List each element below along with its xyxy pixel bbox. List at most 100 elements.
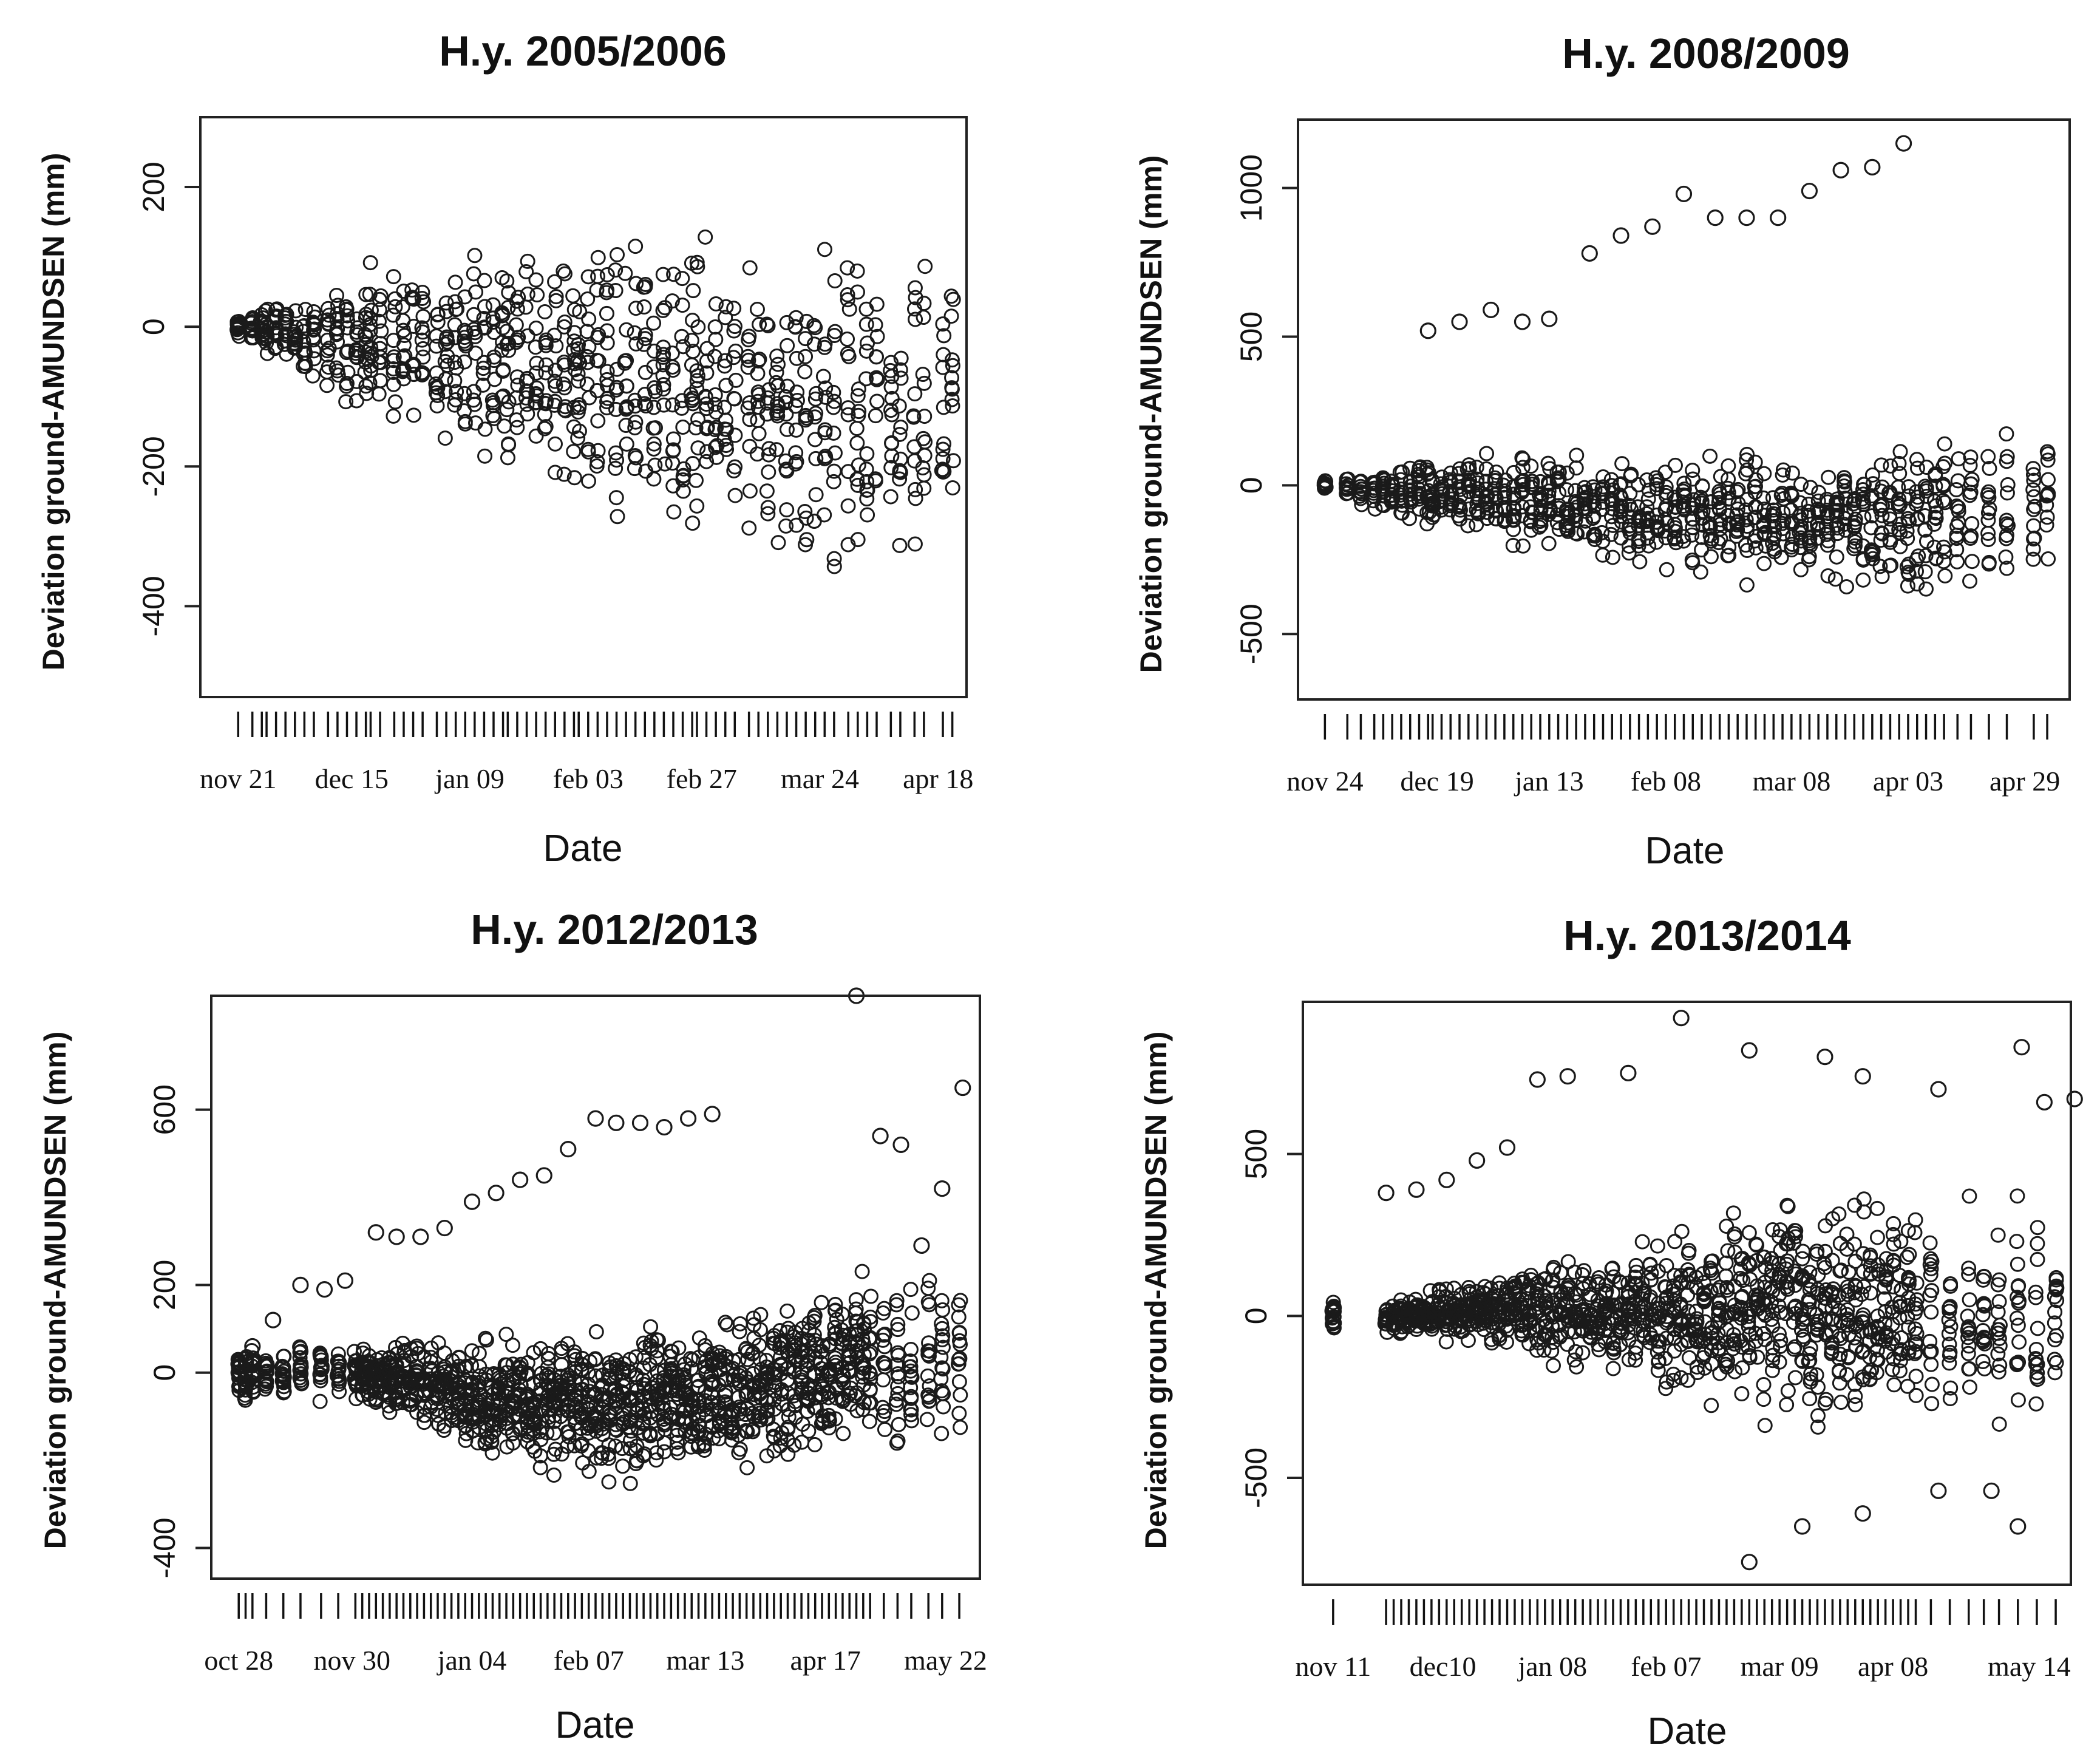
data-point [415, 324, 430, 340]
data-point [2026, 502, 2042, 517]
data-point [1856, 1191, 1872, 1207]
data-point [1784, 465, 1800, 481]
data-point [753, 1307, 769, 1322]
date-tick-label: feb 07 [1631, 1651, 1701, 1682]
data-point [1900, 531, 1915, 546]
data-point [518, 264, 534, 279]
data-point [447, 373, 463, 389]
data-point [708, 404, 724, 420]
data-point [1756, 1295, 1772, 1311]
y-tick-label: 200 [148, 1260, 182, 1310]
data-point [943, 288, 959, 304]
data-point [505, 1435, 521, 1451]
data-point [916, 296, 932, 311]
data-point [1885, 1331, 1901, 1347]
data-point [1961, 1260, 1977, 1276]
data-point [571, 336, 586, 352]
data-point [685, 515, 701, 531]
data-point [1998, 549, 2014, 565]
data-point [2026, 472, 2042, 488]
data-point [953, 1420, 968, 1435]
data-point [699, 365, 715, 381]
data-point [2025, 467, 2041, 483]
y-tick-label: -200 [137, 436, 171, 497]
data-point [2030, 1365, 2045, 1381]
data-point [718, 412, 733, 428]
data-point [409, 1338, 425, 1354]
data-point [2040, 487, 2056, 503]
outlier-point [1559, 1068, 1576, 1085]
data-point [858, 316, 874, 332]
data-point [916, 375, 932, 391]
data-point [1712, 517, 1728, 532]
data-point [883, 403, 899, 418]
data-point [330, 367, 346, 383]
data-point [883, 355, 899, 370]
data-point [841, 1363, 857, 1379]
data-point [1657, 464, 1673, 480]
data-point [951, 1406, 967, 1421]
data-point [1631, 538, 1646, 554]
data-point [665, 443, 681, 459]
data-point [1324, 1310, 1340, 1326]
data-point [599, 394, 615, 410]
data-point [786, 1437, 802, 1453]
data-point [1899, 523, 1915, 539]
data-point [305, 330, 321, 345]
data-point [889, 1435, 905, 1451]
data-point [1778, 1274, 1794, 1290]
data-point [547, 464, 563, 480]
data-point [675, 420, 691, 435]
data-point [1659, 515, 1675, 531]
outlier-point [292, 1276, 309, 1293]
data-point [656, 381, 671, 397]
data-point [1685, 520, 1701, 536]
data-point [608, 262, 624, 278]
data-point [1924, 1283, 1940, 1299]
outlier-point [1854, 1068, 1871, 1085]
date-tick-label: apr 08 [1858, 1651, 1928, 1682]
data-point [590, 443, 606, 458]
data-point [934, 1426, 950, 1441]
data-point [1696, 1285, 1711, 1301]
data-point [1839, 1241, 1855, 1257]
data-point [428, 385, 444, 401]
data-point [363, 339, 379, 355]
data-point [331, 1358, 347, 1374]
data-point [1694, 495, 1710, 511]
data-point [1981, 556, 1997, 572]
data-point [2009, 1234, 2025, 1250]
data-point [599, 267, 615, 283]
data-point [2010, 1290, 2025, 1305]
data-point [718, 299, 734, 315]
data-point [609, 452, 625, 468]
data-point [1765, 490, 1781, 506]
data-point [1560, 1336, 1575, 1352]
data-point [727, 319, 742, 335]
data-point [943, 308, 959, 324]
data-point [2026, 518, 2042, 534]
data-point [1982, 501, 1997, 517]
outlier-point [367, 1224, 384, 1241]
data-point [1613, 530, 1629, 546]
data-point [642, 1428, 658, 1444]
data-point [646, 359, 662, 375]
data-point [732, 1324, 747, 1339]
data-point [2041, 551, 2056, 567]
outlier-point [1801, 182, 1818, 200]
data-point [1634, 1234, 1650, 1250]
data-point [1839, 1226, 1855, 1242]
data-point [509, 301, 525, 317]
data-point [1962, 573, 1978, 589]
outlier-point [1529, 1071, 1546, 1088]
data-point [1937, 436, 1952, 452]
data-point [1864, 488, 1880, 504]
data-point [1900, 578, 1915, 594]
data-point [1874, 508, 1890, 523]
data-point [875, 1372, 891, 1388]
data-point [1943, 1380, 1959, 1396]
outlier-point [388, 1228, 405, 1245]
data-point [1900, 1378, 1915, 1394]
data-point [414, 332, 430, 348]
data-point [1893, 1234, 1909, 1250]
